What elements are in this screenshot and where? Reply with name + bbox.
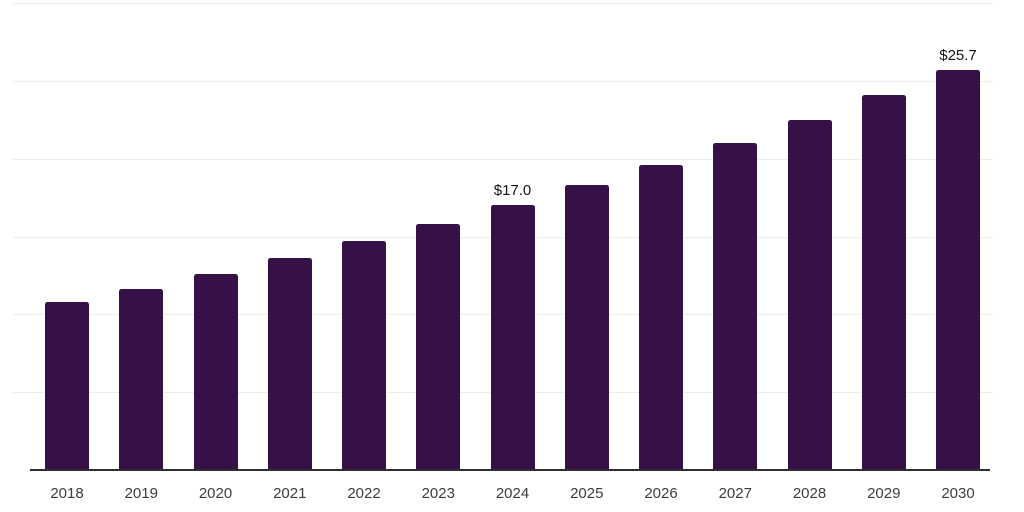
- bar-2021: [267, 258, 312, 470]
- x-axis-tick-label: 2028: [792, 485, 827, 502]
- bar-2020: [193, 273, 238, 470]
- x-axis-tick-label: 2019: [124, 485, 158, 502]
- bar-2028: [787, 119, 832, 470]
- x-axis-tick-label: 2020: [198, 485, 233, 502]
- bar-value-label: $25.7: [939, 46, 977, 64]
- x-axis-tick-label: 2024: [495, 485, 530, 502]
- x-axis-tick-label: 2018: [50, 485, 84, 502]
- bar-2023: [416, 224, 461, 470]
- bar-2025: [564, 185, 609, 470]
- x-axis-line: [30, 469, 990, 471]
- x-axis-tick-label: 2025: [570, 485, 604, 502]
- x-axis-tick-label: 2022: [347, 485, 381, 502]
- bar-2018: [45, 301, 89, 470]
- x-axis-tick-label: 2029: [867, 485, 901, 502]
- bar-2024: [490, 205, 535, 470]
- bar-2030: [936, 69, 980, 470]
- x-axis-tick-label: 2027: [718, 485, 752, 502]
- bar-2029: [861, 94, 906, 470]
- x-axis-tick-label: 2023: [421, 485, 455, 502]
- bar-value-label: $17.0: [493, 182, 532, 200]
- y-gridline: [13, 158, 993, 160]
- x-axis-tick-label: 2030: [941, 485, 975, 502]
- bar-2019: [119, 289, 164, 470]
- y-gridline: [13, 3, 993, 4]
- x-axis-tick-label: 2026: [644, 485, 678, 502]
- y-gridline: [13, 80, 993, 82]
- bar-2026: [639, 164, 683, 470]
- bar-2027: [713, 143, 758, 470]
- bar-2022: [342, 241, 386, 470]
- x-axis-tick-label: 2021: [273, 485, 307, 502]
